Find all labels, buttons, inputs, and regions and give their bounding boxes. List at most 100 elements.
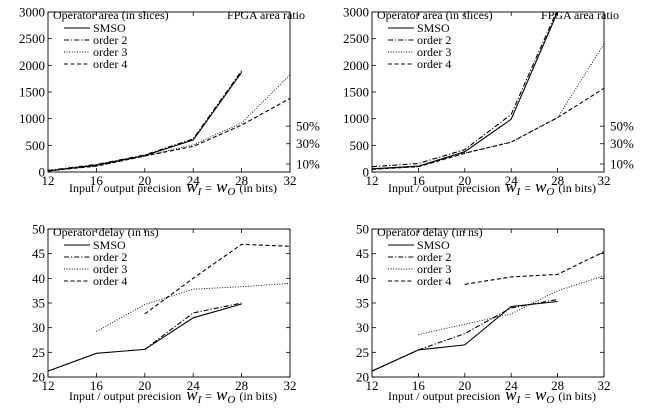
x-tick-label: 20 [458, 173, 471, 188]
x-axis-label: Input / output precision wI = wO (in bits) [69, 385, 277, 406]
y-tick-label: 50 [32, 222, 45, 237]
y-tick-label: 20 [32, 370, 45, 385]
y-tick-label: 40 [356, 271, 369, 286]
chart-panel-2: 12 16 20 24 28 32 0 500 1000 1500 2000 2500 3000 10% 3… [343, 5, 634, 199]
legend-label: SMSO [93, 238, 126, 252]
x-axis-label-var2: w [216, 177, 228, 196]
y-tick-label: 2000 [19, 58, 45, 73]
x-axis-label-sub1: I [516, 394, 522, 406]
legend-label: SMSO [417, 238, 450, 252]
x-axis-label-var1: w [186, 385, 198, 404]
y2-tick-label: 50% [296, 119, 320, 134]
x-axis-label: Input / output precision wI = wO (in bits) [388, 385, 596, 406]
y-tick-label: 0 [39, 165, 46, 180]
y-tick-label: 20 [356, 370, 369, 385]
x-axis-label-var2: w [216, 385, 228, 404]
series-line-smso [372, 300, 558, 372]
x-axis-label-eq: = [524, 389, 531, 403]
y-tick-label: 0 [363, 165, 370, 180]
series-line-order-3 [418, 275, 604, 336]
legend-label: order 2 [417, 250, 451, 264]
legend-label: order 3 [417, 262, 451, 276]
legend-label: order 2 [93, 33, 127, 47]
x-tick-label: 12 [42, 173, 55, 188]
y-tick-label: 25 [356, 345, 369, 360]
y-tick-label: 45 [32, 246, 45, 261]
x-tick-label: 20 [138, 378, 151, 393]
y-tick-label: 2500 [343, 31, 369, 46]
y2-tick-label: 50% [610, 119, 634, 134]
x-axis-label-prefix: Input / output precision [388, 389, 500, 403]
y2-tick-label: 30% [296, 136, 320, 151]
x-tick-label: 28 [235, 378, 248, 393]
chart-title: Operator delay (in ns) [377, 225, 483, 239]
x-axis-label-var2: w [535, 177, 547, 196]
right-axis-title: FPGA area ratio [227, 8, 305, 22]
x-tick-label: 24 [505, 173, 519, 188]
y-tick-label: 45 [356, 246, 369, 261]
x-tick-label: 24 [187, 378, 201, 393]
series-line-order-3 [372, 43, 604, 170]
plot-frame [47, 228, 291, 378]
series-line-order-3 [96, 282, 290, 332]
y-tick-label: 30 [32, 320, 45, 335]
y-tick-label: 1000 [19, 111, 45, 126]
x-axis-label-var2: w [535, 385, 547, 404]
y-tick-label: 35 [356, 296, 369, 311]
y-tick-label: 500 [26, 138, 46, 153]
chart-title: Operator delay (in ns) [53, 225, 159, 239]
chart-title: Operator area (in slices) [53, 8, 169, 22]
right-axis-title: FPGA area ratio [541, 8, 619, 22]
x-tick-label: 32 [598, 173, 611, 188]
x-axis-label-var1: w [505, 177, 517, 196]
y-tick-label: 50 [356, 222, 369, 237]
series-line-order-4 [372, 87, 604, 170]
y2-tick-label: 10% [610, 157, 634, 172]
series-line-order-4 [464, 251, 604, 285]
legend-label: order 2 [417, 33, 451, 47]
chart-title: Operator area (in slices) [377, 8, 493, 22]
y-tick-label: 1500 [19, 85, 45, 100]
x-tick-label: 28 [551, 378, 564, 393]
y-tick-label: 1500 [343, 85, 369, 100]
x-tick-label: 24 [505, 378, 519, 393]
x-axis-label-eq: = [205, 389, 212, 403]
x-tick-label: 24 [187, 173, 201, 188]
x-axis-label-eq: = [205, 181, 212, 195]
legend-label: order 3 [93, 45, 127, 59]
series-line-order-4 [48, 97, 290, 172]
chart-panel-1: 12 16 20 24 28 32 0 500 1000 1500 2000 2500 3000 10% 3… [19, 5, 320, 199]
x-tick-label: 32 [284, 173, 297, 188]
legend-label: order 4 [93, 274, 127, 288]
y2-tick-label: 10% [296, 157, 320, 172]
series-line-order-4 [144, 243, 290, 315]
x-axis-label-sub1: I [197, 394, 203, 406]
x-axis-label-sub2: O [227, 394, 235, 406]
y-tick-label: 30 [356, 320, 369, 335]
x-axis-label-suffix: (in bits) [558, 389, 596, 403]
legend-label: SMSO [417, 21, 450, 35]
x-axis-label-suffix: (in bits) [239, 181, 277, 195]
x-axis-label-sub1: I [516, 186, 522, 198]
x-axis-label-prefix: Input / output precision [388, 181, 500, 195]
y-tick-label: 500 [350, 138, 370, 153]
x-tick-label: 20 [458, 378, 471, 393]
y-tick-label: 40 [32, 271, 45, 286]
y-tick-label: 2500 [19, 31, 45, 46]
x-tick-label: 16 [412, 173, 426, 188]
x-axis-label-eq: = [524, 181, 531, 195]
x-axis-label-suffix: (in bits) [558, 181, 596, 195]
x-axis-label-sub2: O [227, 186, 235, 198]
x-axis-label-prefix: Input / output precision [69, 181, 181, 195]
series-line-order-2 [144, 302, 242, 350]
y-tick-label: 3000 [19, 5, 45, 20]
x-axis-label-var1: w [186, 177, 198, 196]
series-line-order-2 [48, 70, 243, 171]
x-tick-label: 28 [551, 173, 564, 188]
x-tick-label: 20 [138, 173, 151, 188]
x-tick-label: 12 [366, 173, 379, 188]
y-tick-label: 2000 [343, 58, 369, 73]
series-line-smso [48, 303, 242, 372]
legend-label: SMSO [93, 21, 126, 35]
